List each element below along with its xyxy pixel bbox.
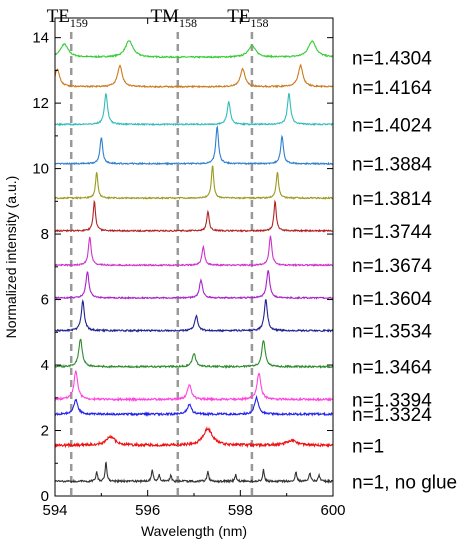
series-label: n=1.3534 — [352, 322, 432, 343]
series-line — [54, 63, 334, 89]
x-tick-label: 594 — [42, 502, 67, 519]
y-tick-label: 6 — [41, 292, 49, 309]
series-labels: n=1.4304 n=1.4164 n=1.4024 n=1.3884 n=1.3814… — [352, 48, 457, 493]
series-label: n=1.3324 — [352, 405, 432, 426]
series-label: n=1.4164 — [352, 78, 432, 99]
series-line — [54, 370, 334, 403]
series-layer — [54, 40, 334, 484]
series-label: n=1 — [352, 436, 384, 457]
series-line — [54, 40, 334, 59]
y-tick-label: 12 — [32, 95, 49, 112]
x-axis-title: Wavelength (nm) — [141, 523, 247, 539]
series-line — [54, 461, 334, 484]
series-line — [54, 199, 334, 233]
series-label: n=1.3814 — [352, 189, 432, 210]
x-tick-label: 596 — [135, 502, 160, 519]
mode-label-1: TM158 — [151, 6, 198, 30]
y-tick-label: 4 — [41, 357, 49, 374]
y-tick-label: 14 — [32, 30, 49, 47]
series-line — [54, 235, 334, 267]
series-line — [54, 426, 334, 449]
series-label: n=1.4304 — [352, 48, 432, 69]
series-label: n=1.3674 — [352, 256, 432, 277]
plot-frame — [54, 17, 334, 497]
y-tick-label: 0 — [41, 488, 49, 505]
y-tick-label: 8 — [41, 226, 49, 243]
series-line — [54, 165, 334, 200]
series-label: n=1.3464 — [352, 358, 432, 379]
series-label: n=1.3744 — [352, 222, 432, 243]
series-line — [54, 298, 334, 333]
y-tick-label: 10 — [32, 161, 49, 178]
series-line — [54, 270, 334, 300]
mode-marker-layer: TE159 TM158 TE158 — [47, 6, 269, 496]
series-label: n=1, no glue — [352, 472, 457, 493]
mode-label-0: TE159 — [47, 6, 88, 30]
series-line — [54, 338, 334, 369]
x-tick-label: 600 — [320, 502, 345, 519]
mode-label-2: TE158 — [227, 6, 268, 30]
series-label: n=1.3394 — [352, 390, 432, 411]
series-label: n=1.3884 — [352, 155, 432, 176]
series-label: n=1.4024 — [352, 115, 432, 136]
y-axis-title: Normalized intensity (a.u.) — [3, 176, 19, 339]
series-line — [54, 92, 334, 127]
ticks-layer: 594 596 598 600 0 2 4 6 8 10 12 14 — [32, 18, 346, 519]
x-tick-label: 598 — [228, 502, 253, 519]
series-line — [54, 394, 334, 417]
series-label: n=1.3604 — [352, 289, 432, 310]
y-tick-label: 2 — [41, 423, 49, 440]
series-line — [54, 125, 333, 166]
